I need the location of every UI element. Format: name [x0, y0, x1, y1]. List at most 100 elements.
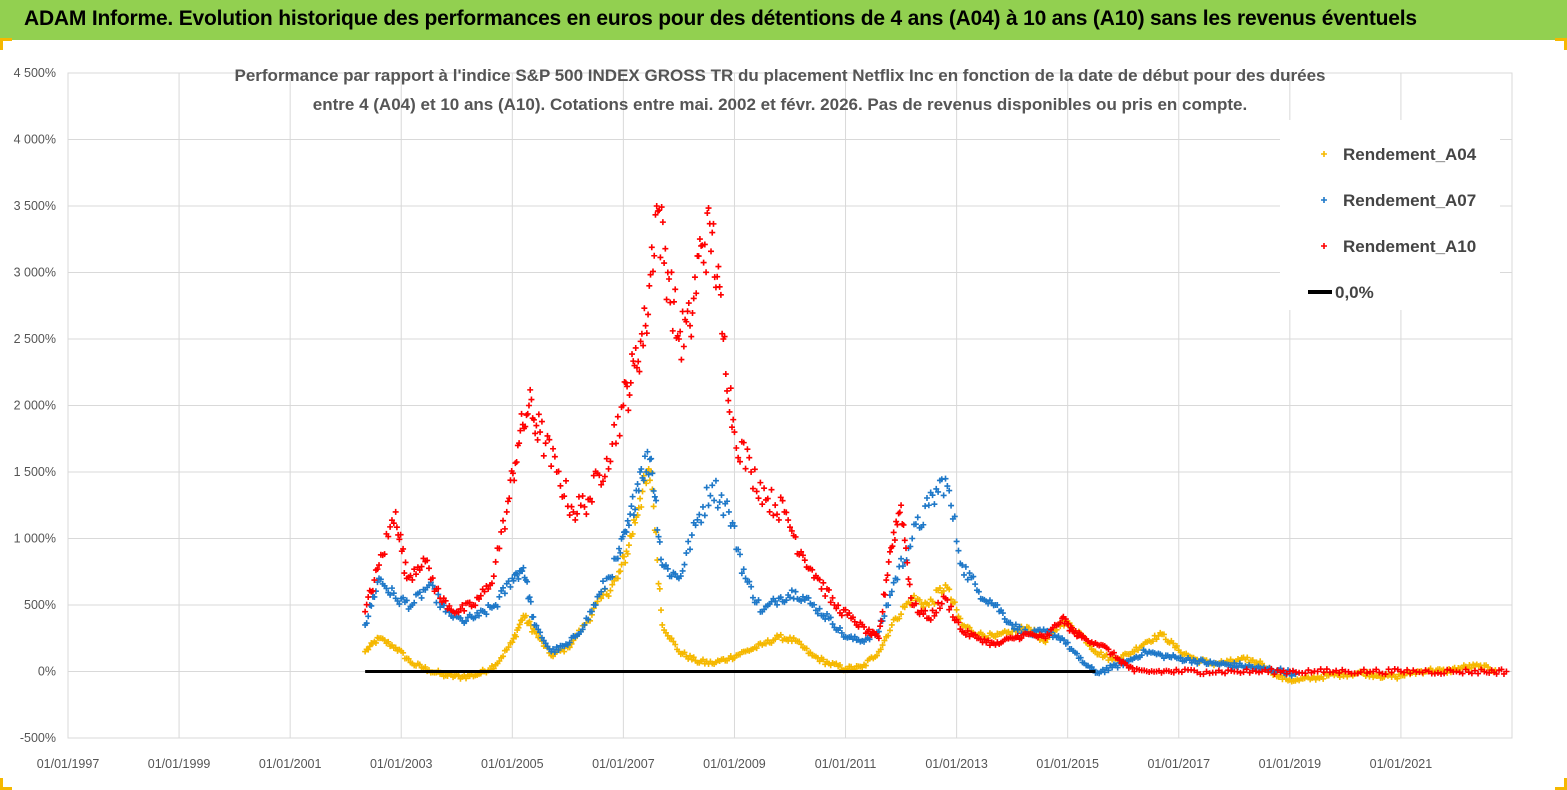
point-rendement-a10	[749, 485, 756, 492]
y-tick-label: 1 000%	[14, 532, 56, 546]
point-rendement-a10	[540, 452, 547, 459]
point-rendement-a10	[570, 508, 577, 515]
point-rendement-a07	[731, 523, 738, 530]
point-rendement-a04	[727, 653, 734, 660]
point-rendement-a10	[903, 545, 910, 552]
point-rendement-a10	[1363, 670, 1370, 677]
point-rendement-a07	[627, 511, 634, 518]
point-rendement-a10	[525, 402, 532, 409]
point-rendement-a10	[1323, 666, 1330, 673]
point-rendement-a10	[624, 383, 631, 390]
point-rendement-a07	[475, 612, 482, 619]
point-rendement-a10	[875, 635, 882, 642]
point-rendement-a07	[598, 588, 605, 595]
point-rendement-a04	[621, 553, 628, 560]
point-rendement-a10	[899, 520, 906, 527]
point-rendement-a10	[822, 593, 829, 600]
point-rendement-a07	[388, 585, 395, 592]
point-rendement-a04	[637, 495, 644, 502]
point-rendement-a10	[396, 536, 403, 543]
point-rendement-a04	[509, 639, 516, 646]
point-rendement-a07	[1001, 615, 1008, 622]
point-rendement-a10	[603, 455, 610, 462]
point-rendement-a07	[550, 646, 557, 653]
point-rendement-a10	[522, 423, 529, 430]
point-rendement-a10	[588, 498, 595, 505]
point-rendement-a10	[1465, 669, 1472, 676]
point-rendement-a10	[627, 379, 634, 386]
x-tick-label: 01/01/1999	[148, 757, 211, 771]
point-rendement-a04	[422, 663, 429, 670]
point-rendement-a07	[890, 579, 897, 586]
point-rendement-a10	[688, 333, 695, 340]
point-rendement-a10	[1360, 666, 1367, 673]
point-rendement-a10	[735, 454, 742, 461]
point-rendement-a07	[923, 495, 930, 501]
point-rendement-a10	[645, 311, 652, 318]
point-rendement-a04	[625, 542, 632, 549]
point-rendement-a07	[668, 573, 675, 580]
point-rendement-a10	[647, 271, 654, 278]
point-rendement-a07	[653, 497, 660, 504]
point-rendement-a07	[885, 602, 892, 609]
point-rendement-a10	[855, 623, 862, 630]
point-rendement-a07	[929, 492, 936, 499]
point-rendement-a07	[820, 612, 827, 619]
point-rendement-a04	[624, 550, 631, 557]
point-rendement-a10	[728, 424, 735, 431]
point-rendement-a10	[889, 543, 896, 550]
point-rendement-a04	[966, 624, 973, 631]
point-rendement-a07	[685, 538, 692, 545]
point-rendement-a04	[862, 662, 869, 669]
y-tick-label: -500%	[20, 731, 56, 745]
point-rendement-a10	[1018, 635, 1025, 642]
point-rendement-a07	[772, 598, 779, 605]
point-rendement-a10	[1330, 669, 1337, 676]
point-rendement-a07	[592, 602, 599, 609]
point-rendement-a10	[503, 508, 510, 515]
point-rendement-a07	[714, 504, 721, 511]
point-rendement-a10	[457, 605, 464, 612]
point-rendement-a07	[377, 576, 384, 583]
point-rendement-a07	[1055, 633, 1062, 640]
point-rendement-a10	[1110, 649, 1117, 656]
point-rendement-a10	[1212, 669, 1219, 676]
point-rendement-a10	[544, 432, 551, 439]
point-rendement-a04	[662, 629, 669, 636]
point-rendement-a04	[656, 585, 663, 592]
point-rendement-a10	[787, 524, 793, 531]
point-rendement-a07	[514, 571, 521, 578]
corner-mark-top-right	[1555, 38, 1567, 50]
point-rendement-a07	[962, 563, 969, 570]
point-rendement-a07	[898, 555, 905, 562]
legend-marker	[1321, 197, 1327, 203]
point-rendement-a04	[515, 624, 522, 631]
point-rendement-a10	[883, 577, 890, 584]
point-rendement-a10	[1255, 669, 1262, 676]
point-rendement-a07	[881, 613, 888, 620]
point-rendement-a10	[516, 440, 523, 447]
point-rendement-a04	[505, 644, 512, 651]
point-rendement-a04	[1468, 664, 1475, 671]
point-rendement-a07	[959, 562, 966, 569]
point-rendement-a10	[388, 517, 395, 524]
point-rendement-a10	[612, 440, 619, 447]
point-rendement-a04	[881, 637, 888, 644]
point-rendement-a10	[895, 510, 902, 517]
point-rendement-a10	[877, 623, 884, 630]
point-rendement-a07	[629, 493, 636, 500]
point-rendement-a10	[935, 599, 942, 606]
point-rendement-a10	[1057, 619, 1064, 626]
point-rendement-a04	[598, 595, 605, 602]
point-rendement-a04	[807, 649, 814, 656]
point-rendement-a07	[788, 587, 795, 594]
point-rendement-a10	[905, 576, 912, 583]
point-rendement-a07	[632, 506, 639, 513]
point-rendement-a10	[851, 618, 858, 625]
point-rendement-a10	[727, 385, 734, 392]
point-rendement-a07	[463, 618, 470, 625]
point-rendement-a07	[951, 513, 958, 520]
point-rendement-a10	[764, 495, 771, 502]
point-rendement-a04	[496, 657, 503, 664]
point-rendement-a10	[680, 343, 687, 350]
